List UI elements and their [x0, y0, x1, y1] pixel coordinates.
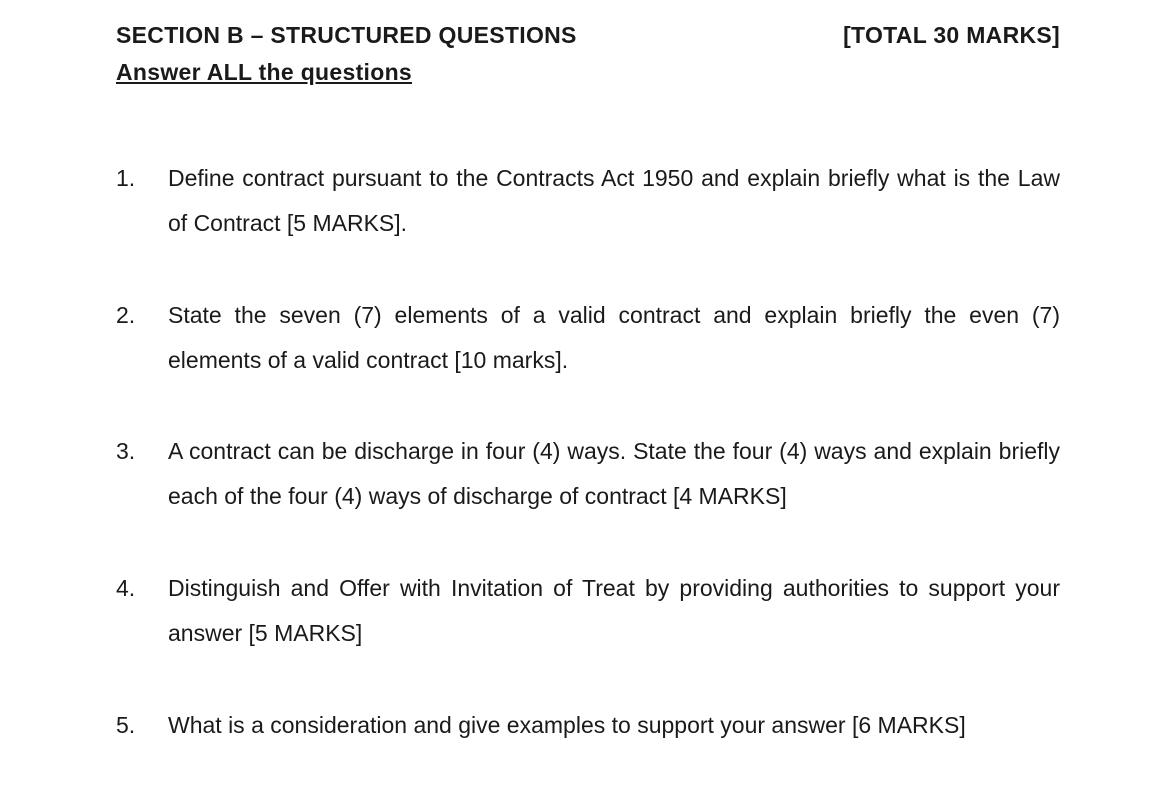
- total-marks: [TOTAL 30 MARKS]: [843, 22, 1060, 49]
- question-item: 1. Define contract pursuant to the Contr…: [116, 156, 1060, 246]
- question-text: Distinguish and Offer with Invitation of…: [168, 566, 1060, 656]
- question-item: 5. What is a consideration and give exam…: [116, 703, 1060, 748]
- question-text: State the seven (7) elements of a valid …: [168, 293, 1060, 383]
- question-text: Define contract pursuant to the Contract…: [168, 156, 1060, 246]
- question-item: 3. A contract can be discharge in four (…: [116, 429, 1060, 519]
- question-number: 2.: [116, 293, 168, 338]
- question-item: 2. State the seven (7) elements of a val…: [116, 293, 1060, 383]
- section-title: SECTION B – STRUCTURED QUESTIONS: [116, 22, 577, 49]
- question-number: 3.: [116, 429, 168, 474]
- section-header-row: SECTION B – STRUCTURED QUESTIONS [TOTAL …: [116, 22, 1060, 49]
- answer-instruction: Answer ALL the questions: [116, 59, 1060, 86]
- question-text: A contract can be discharge in four (4) …: [168, 429, 1060, 519]
- question-number: 5.: [116, 703, 168, 748]
- question-number: 1.: [116, 156, 168, 201]
- question-item: 4. Distinguish and Offer with Invitation…: [116, 566, 1060, 656]
- question-number: 4.: [116, 566, 168, 611]
- question-text: What is a consideration and give example…: [168, 703, 1060, 748]
- questions-list: 1. Define contract pursuant to the Contr…: [116, 156, 1060, 748]
